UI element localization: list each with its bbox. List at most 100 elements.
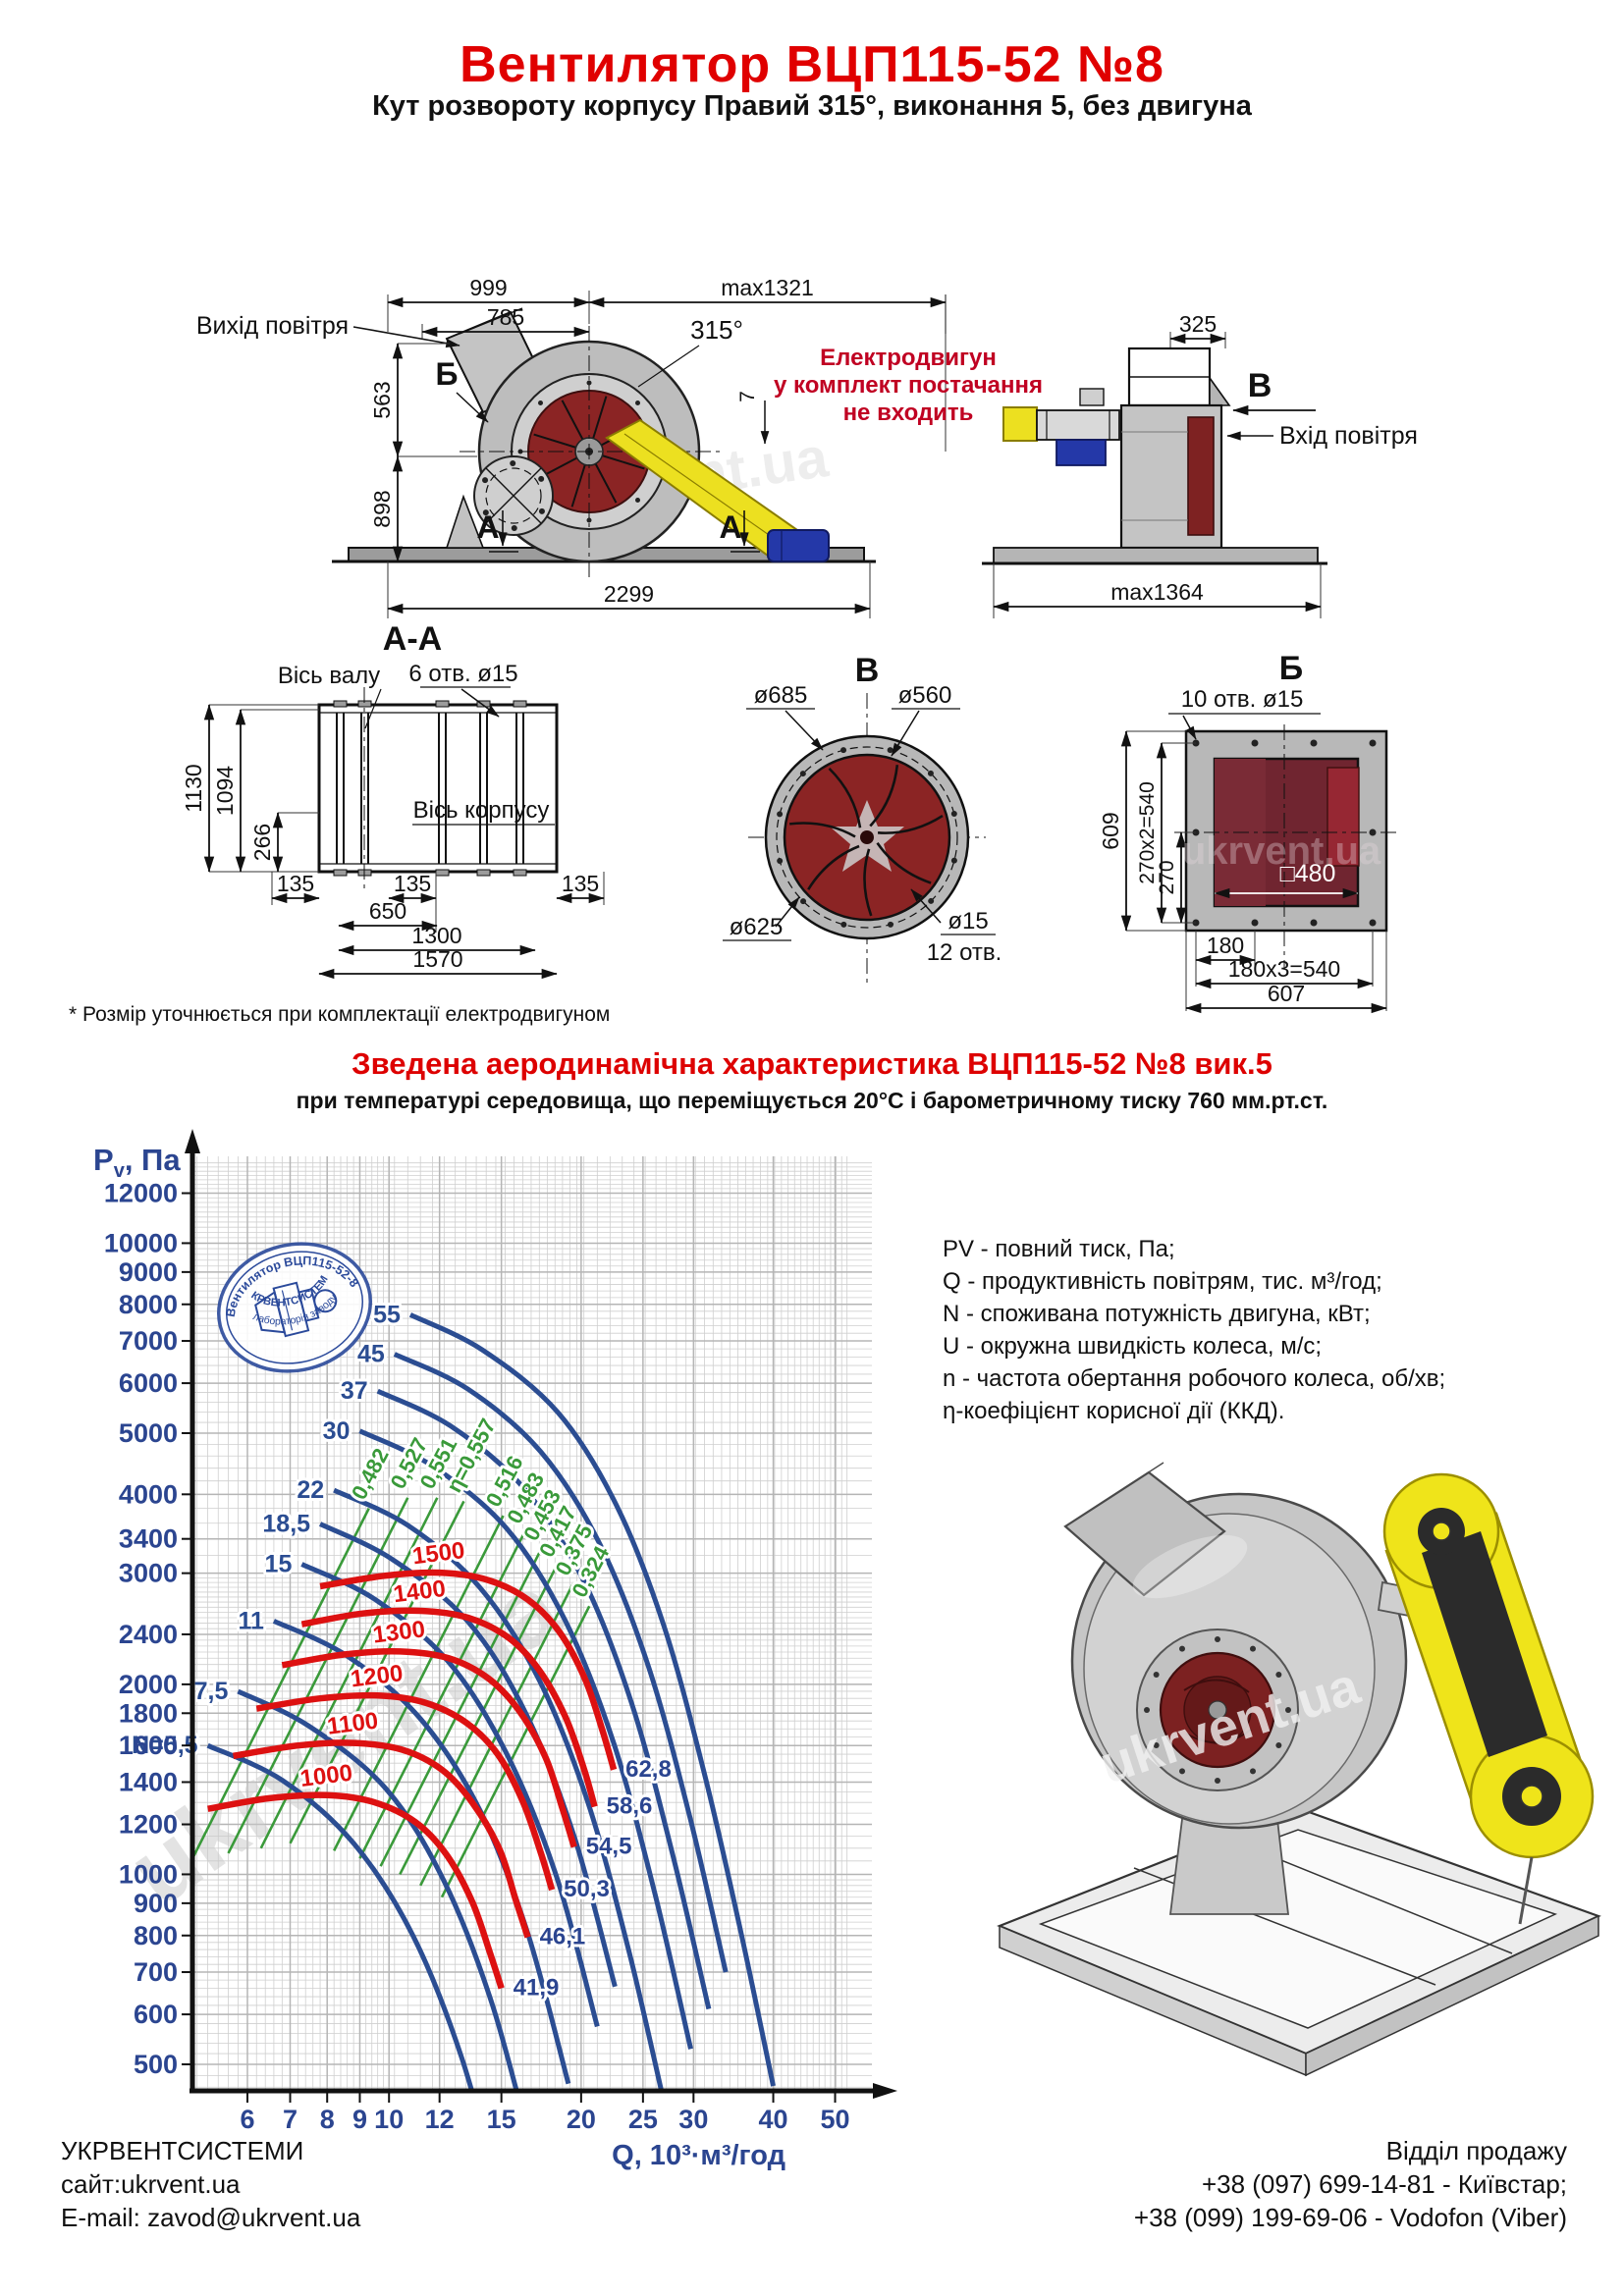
y-tick-label: 500 [134, 2050, 178, 2079]
dim-d15: ø15 [947, 908, 988, 934]
support-gusset [445, 494, 485, 549]
bolt-dot [1251, 739, 1259, 747]
footer-phone-1: +38 (097) 699-14-81 - Київстар; [1201, 2169, 1567, 2199]
bolt-dot [1250, 1645, 1256, 1652]
footnote: * Розмір уточнюється при комплектації ел… [69, 1003, 611, 1026]
y-tick-label: 2400 [119, 1620, 178, 1649]
y-tick-label: 3400 [119, 1524, 178, 1554]
bolt-dot [586, 380, 592, 386]
section-aa-dim-text: 1130 [181, 764, 206, 812]
dim-d685: ø685 [754, 682, 808, 709]
bracket [1079, 388, 1105, 406]
x-tick-label: 8 [320, 2105, 335, 2134]
section-aa-leader [460, 688, 500, 718]
footer-email: E-mail: zavod@ukrvent.ua [61, 2203, 361, 2232]
x-tick-label: 30 [678, 2105, 708, 2134]
bolt-dot [1275, 1742, 1282, 1748]
bolt-dot [1179, 1645, 1185, 1652]
shaft-axis-label: Вісь валу [278, 663, 380, 689]
flange-tab [513, 869, 527, 877]
side-view-drawing: ukrvent.uaВихід повітряБ315°999max132178… [196, 275, 1043, 618]
y-axis-title: Pv, Па [93, 1143, 181, 1182]
housing-corner [1209, 375, 1231, 406]
x-tick-label: 50 [821, 2105, 850, 2134]
bolt-dot [927, 770, 934, 776]
blade-line [807, 844, 860, 890]
x-tick-label: 25 [628, 2105, 658, 2134]
bolt-dot [1369, 828, 1377, 836]
power-curve-label: 55 [373, 1301, 401, 1328]
bolt-dot [800, 898, 807, 905]
bolt-dot [538, 400, 544, 406]
power-curve [206, 1742, 475, 2091]
footer-contacts: УКРВЕНТСИСТЕМИ сайт:ukrvent.ua E-mail: z… [61, 2134, 360, 2234]
stamp-fan-line [281, 1290, 294, 1331]
y-tick-label: 12000 [104, 1179, 178, 1208]
footer-sales: Відділ продажу +38 (097) 699-14-81 - Киї… [1134, 2134, 1567, 2234]
impeller-blade [592, 396, 608, 439]
bolt-dot [887, 747, 893, 754]
y-tick-label: 2000 [119, 1670, 178, 1699]
blade-line [869, 765, 899, 828]
bolt-dot [634, 400, 640, 406]
power-curve-label: 22 [297, 1476, 324, 1504]
power-curve-label: 18,5 [262, 1511, 310, 1538]
chart-legend: PV - повний тиск, Па; Q - продуктивність… [943, 1233, 1445, 1427]
x-axis-title: Q, 10³·м³/год [612, 2140, 785, 2171]
u-speed-label: 54,5 [586, 1834, 632, 1860]
power-curve [408, 1312, 776, 2087]
blade-line [876, 842, 932, 884]
view-b-dim-text: 180 [1207, 933, 1244, 958]
belt-line [623, 433, 783, 545]
legend-line-pv: PV - повний тиск, Па; [943, 1236, 1175, 1262]
blade-line [789, 822, 856, 838]
stamp-oval-inner [225, 1251, 364, 1364]
guard-support [1518, 1856, 1534, 1925]
impeller-blade [533, 433, 576, 449]
y-tick-label: 1200 [119, 1810, 178, 1840]
chart-grid [192, 1156, 872, 2091]
bolt-dot [777, 857, 784, 864]
base-plate [993, 547, 1319, 564]
base-frame-inner [1038, 1829, 1558, 2029]
side-view-leader [352, 326, 460, 348]
section-aa-dim-text: 1094 [212, 766, 238, 816]
power-curve [393, 1352, 729, 1973]
motor-note-line: Електродвигун [820, 345, 997, 371]
view-v-leader [775, 896, 800, 928]
x-tick-label: 6 [240, 2105, 254, 2134]
view-b-leader [1182, 715, 1197, 740]
dim-d625: ø625 [730, 914, 784, 940]
belt-guard-end [1002, 406, 1038, 442]
pulley-top-center [1432, 1522, 1451, 1541]
stamp-oval-outer [216, 1242, 373, 1373]
page-subtitle: Кут розвороту корпусу Правий 315°, викон… [372, 90, 1252, 122]
x-tick-label: 15 [487, 2105, 516, 2134]
power-curve [376, 1388, 712, 2010]
blade-hint [1183, 1679, 1250, 1693]
outlet-flange-3d [1081, 1462, 1164, 1517]
legend-line-q: Q - продуктивність повітрям, тис. м³/год… [943, 1268, 1382, 1295]
power-curve-label: 11 [238, 1607, 264, 1634]
dim-480: □480 [1280, 860, 1336, 887]
bolt-dot [950, 811, 957, 818]
y-tick-label: 3000 [119, 1559, 178, 1588]
flange-tab [333, 700, 348, 708]
bolt-dot [1310, 739, 1318, 747]
bolt-dot [1153, 1742, 1160, 1748]
y-axis-title-sub: v [114, 1160, 126, 1182]
hub-3d [1208, 1700, 1227, 1720]
rpm-curve [233, 1739, 531, 1939]
bolt-dot [1251, 919, 1259, 927]
holes-12-label: 12 отв. [927, 939, 1002, 966]
belt-band [1422, 1531, 1547, 1757]
opening-red-panel [1326, 767, 1360, 867]
leader [364, 688, 382, 729]
bolt-dot [1250, 1768, 1256, 1775]
section-aa-dim-text: 1570 [412, 946, 462, 972]
side-view-dim-text: 999 [469, 275, 507, 300]
